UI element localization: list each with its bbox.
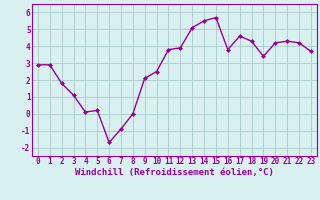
X-axis label: Windchill (Refroidissement éolien,°C): Windchill (Refroidissement éolien,°C) bbox=[75, 168, 274, 177]
